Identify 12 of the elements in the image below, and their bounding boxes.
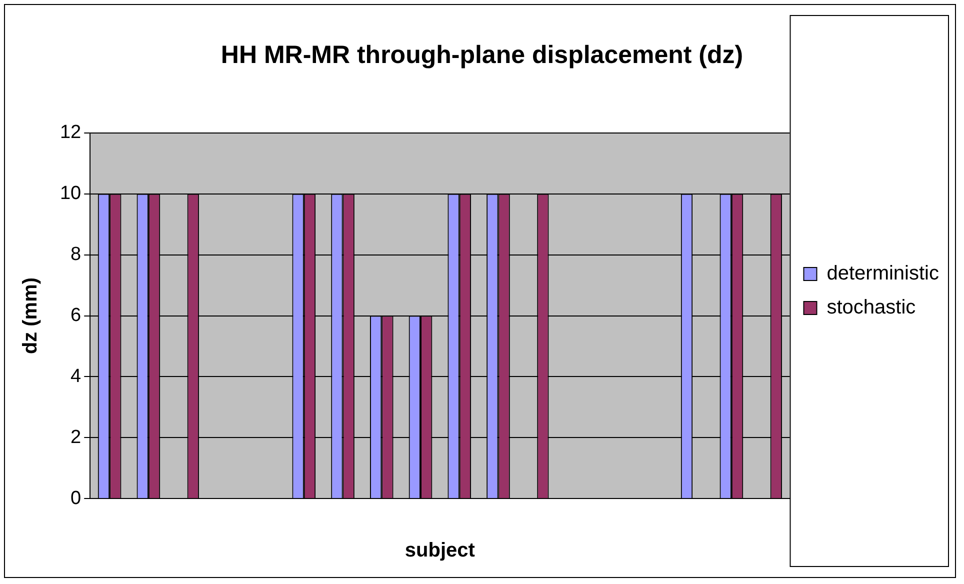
y-tick-label: 12 (60, 122, 82, 144)
chart-title: HH MR-MR through-plane displacement (dz) (220, 40, 744, 69)
x-axis-title: subject (404, 540, 476, 562)
y-tick-label: 8 (70, 244, 82, 266)
legend-label: deterministic (826, 262, 940, 285)
y-tick-label: 2 (70, 426, 82, 448)
y-tick-label: 0 (70, 488, 82, 509)
y-tick-label: 4 (70, 366, 82, 387)
y-tick-label: 6 (70, 305, 82, 326)
y-axis-title: dz (mm) (20, 277, 42, 354)
legend-label: stochastic (826, 296, 916, 319)
y-tick-label: 10 (60, 183, 82, 204)
